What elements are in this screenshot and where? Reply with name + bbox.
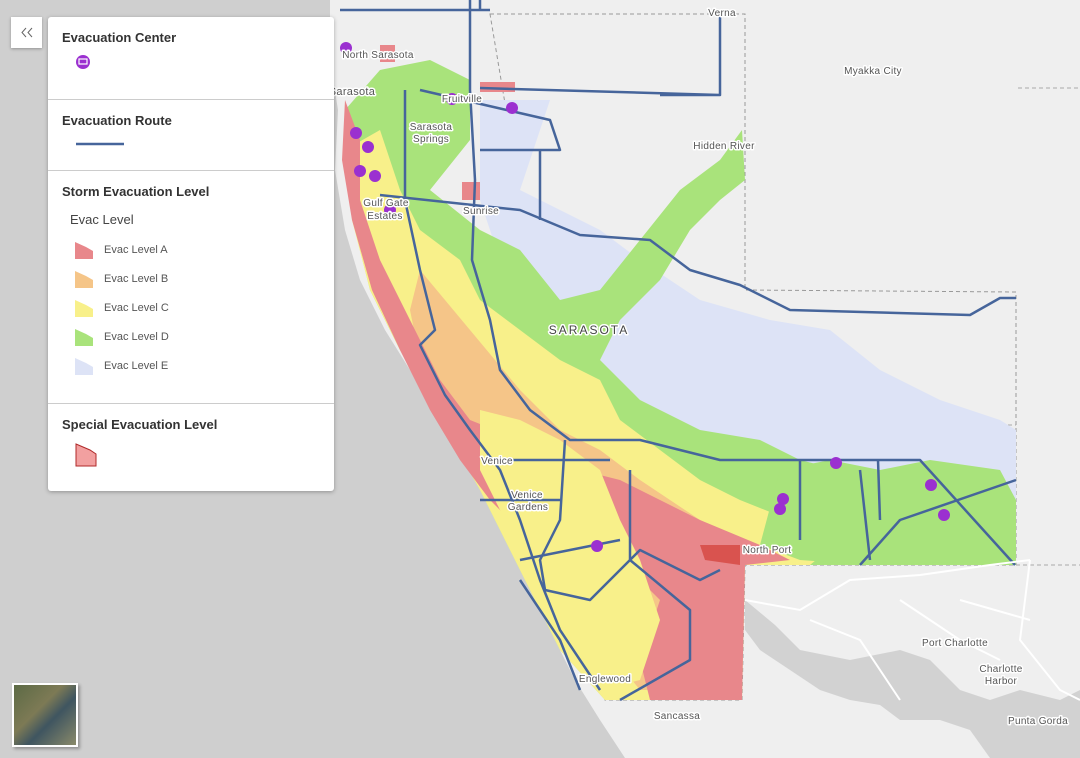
place-label: Charlotte bbox=[979, 664, 1022, 675]
place-label: Springs bbox=[413, 134, 449, 145]
place-label: Venice bbox=[481, 456, 513, 467]
harbor-water bbox=[745, 600, 1080, 758]
swatch-shape bbox=[75, 299, 93, 317]
basemap-toggle[interactable] bbox=[12, 683, 78, 747]
legend-subtitle: Evac Level bbox=[70, 212, 134, 227]
place-label: Sunrise bbox=[463, 206, 499, 217]
local-roads bbox=[744, 559, 1080, 701]
evacuation-center[interactable] bbox=[591, 540, 603, 552]
legend-label: Evac Level A bbox=[104, 243, 168, 256]
county-label: SARASOTA bbox=[549, 323, 629, 337]
evac-zone-d bbox=[760, 460, 1016, 565]
legend-swatch bbox=[75, 357, 93, 375]
legend-title: Evacuation Route bbox=[62, 113, 172, 128]
legend-title: Evacuation Center bbox=[62, 30, 177, 45]
county-boundary bbox=[489, 13, 1017, 701]
evacuation-center[interactable] bbox=[925, 479, 937, 491]
evacuation-center[interactable] bbox=[938, 509, 950, 521]
place-label: Sarasota bbox=[329, 86, 376, 98]
swatch-shape bbox=[75, 357, 93, 375]
place-label: Gardens bbox=[508, 502, 548, 513]
place-label: Verna bbox=[708, 8, 736, 19]
legend-section: Storm Evacuation Level Evac Level Evac L… bbox=[48, 171, 334, 404]
place-label: Englewood bbox=[579, 674, 631, 685]
evacuation-routes bbox=[340, 0, 1017, 702]
special-evac-zone bbox=[700, 545, 740, 565]
evacuation-center[interactable] bbox=[350, 127, 362, 139]
place-label: Estates bbox=[367, 211, 402, 222]
legend-label: Evac Level C bbox=[104, 301, 169, 314]
place-label: Sancassa bbox=[654, 711, 700, 722]
route-symbol bbox=[76, 142, 124, 146]
legend-title: Special Evacuation Level bbox=[62, 417, 218, 432]
evacuation-center[interactable] bbox=[446, 93, 458, 105]
place-label: Hidden River bbox=[693, 141, 755, 152]
evac-zone-a bbox=[342, 100, 790, 700]
legend-swatch bbox=[75, 241, 93, 259]
place-label: Gulf Gate bbox=[363, 198, 409, 209]
legend-section: Evacuation Route bbox=[48, 100, 334, 171]
evacuation-center[interactable] bbox=[340, 42, 352, 54]
place-label: Harbor bbox=[985, 676, 1018, 687]
evacuation-center-symbol bbox=[76, 55, 90, 69]
legend-section: Special Evacuation Level bbox=[48, 404, 334, 491]
swatch-shape bbox=[75, 241, 93, 259]
legend-title: Storm Evacuation Level bbox=[62, 184, 210, 199]
legend-swatch bbox=[75, 328, 93, 346]
place-label: Port Charlotte bbox=[922, 638, 988, 649]
place-label: Myakka City bbox=[844, 66, 902, 77]
legend-swatch bbox=[75, 270, 93, 288]
place-labels: Verna Myakka City North Sarasota Sarasot… bbox=[327, 7, 1069, 729]
place-label: Sarasota bbox=[410, 122, 453, 133]
place-label: Venice bbox=[511, 490, 543, 501]
swatch-shape bbox=[75, 270, 93, 288]
swatch-shape bbox=[75, 328, 93, 346]
legend-label: Evac Level E bbox=[104, 359, 169, 372]
legend-item: Evac Level A bbox=[74, 235, 320, 264]
collapse-button[interactable] bbox=[11, 17, 42, 48]
place-label: Punta Gorda bbox=[1008, 716, 1068, 727]
legend-swatch bbox=[75, 299, 93, 317]
evacuation-center[interactable] bbox=[506, 102, 518, 114]
place-label: North Port bbox=[743, 545, 792, 556]
evacuation-center[interactable] bbox=[830, 457, 842, 469]
evacuation-centers bbox=[340, 42, 950, 552]
legend-item: Evac Level B bbox=[74, 264, 320, 293]
place-label: Fruitville bbox=[442, 94, 482, 105]
legend-item: Evac Level D bbox=[74, 322, 320, 351]
legend-section: Evacuation Center bbox=[48, 17, 334, 100]
chevron-icon bbox=[21, 27, 33, 38]
special-evac-symbol bbox=[75, 443, 97, 467]
place-label: North Sarasota bbox=[342, 50, 414, 61]
evacuation-center[interactable] bbox=[369, 170, 381, 182]
legend-label: Evac Level D bbox=[104, 330, 169, 343]
evacuation-center[interactable] bbox=[362, 141, 374, 153]
legend-label: Evac Level B bbox=[104, 272, 169, 285]
legend-item: Evac Level C bbox=[74, 293, 320, 322]
evacuation-center[interactable] bbox=[384, 204, 396, 216]
legend-panel: Evacuation Center Evacuation Route Storm… bbox=[48, 17, 334, 491]
special-evac-zone bbox=[462, 182, 480, 200]
legend-item: Evac Level E bbox=[74, 351, 320, 380]
legend-items: Evac Level A Evac Level B Evac Level C Evac… bbox=[62, 235, 320, 380]
evacuation-center[interactable] bbox=[777, 493, 789, 505]
evacuation-center[interactable] bbox=[354, 165, 366, 177]
special-evac-zone bbox=[380, 45, 395, 62]
evacuation-center[interactable] bbox=[774, 503, 786, 515]
